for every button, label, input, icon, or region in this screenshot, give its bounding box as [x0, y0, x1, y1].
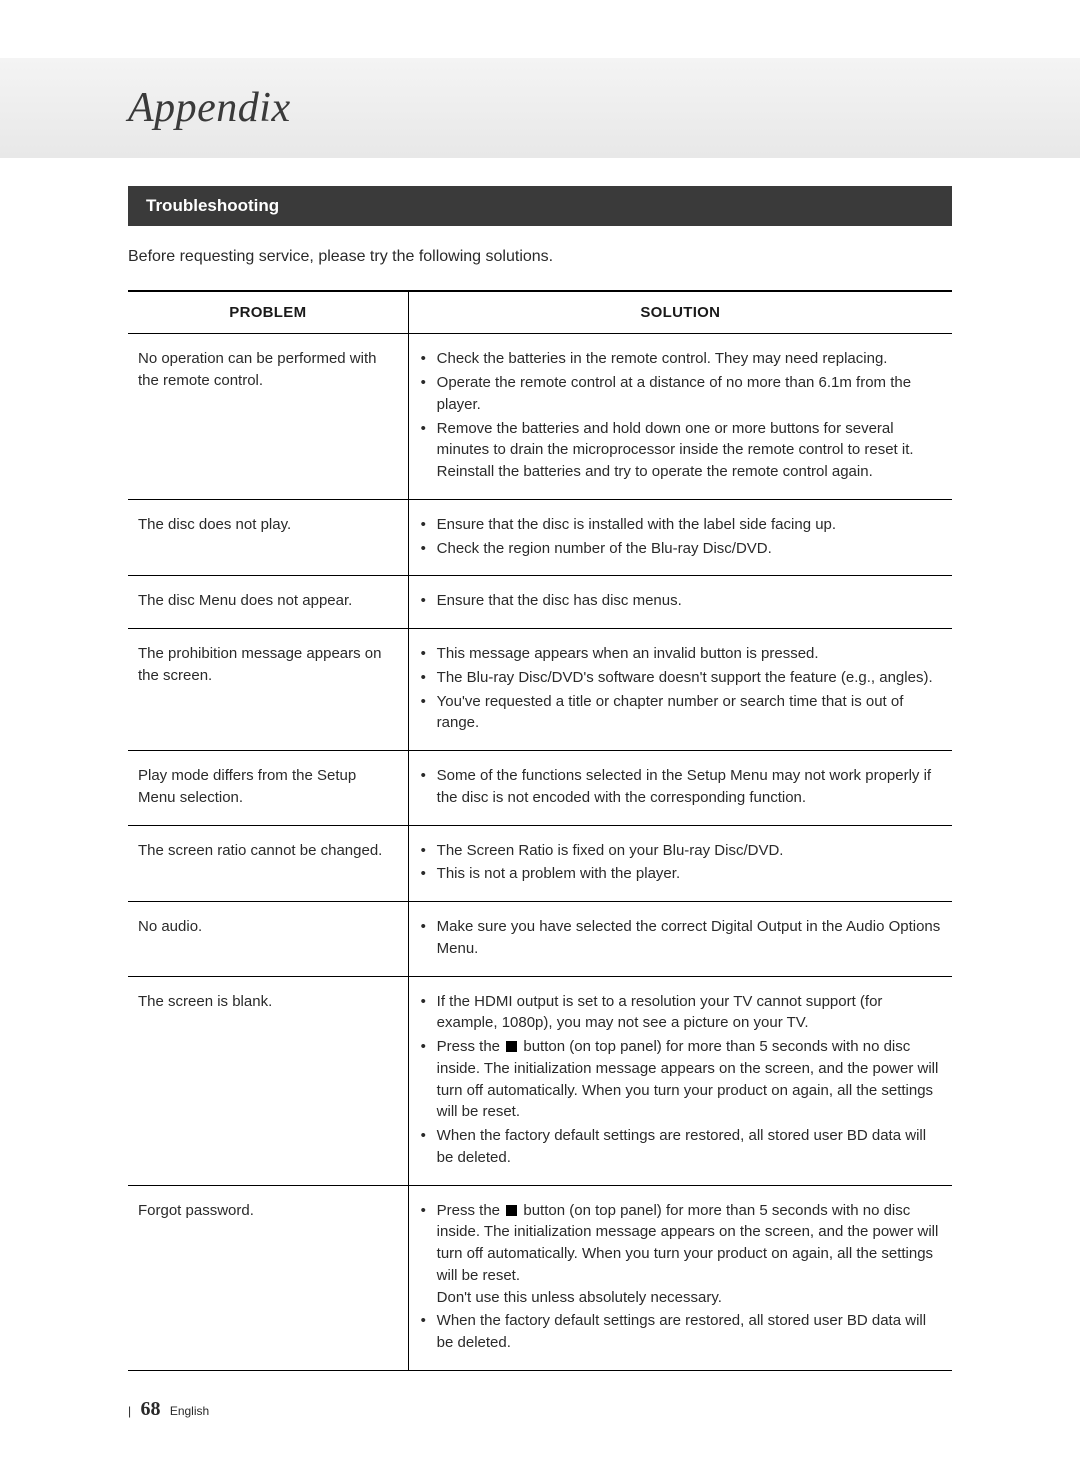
- problem-cell: No operation can be performed with the r…: [128, 334, 408, 500]
- stop-icon: [506, 1041, 517, 1052]
- solution-list: Press the button (on top panel) for more…: [419, 1200, 942, 1354]
- list-item: If the HDMI output is set to a resolutio…: [419, 991, 942, 1035]
- table-row: The screen ratio cannot be changed. The S…: [128, 825, 952, 902]
- list-item: The Screen Ratio is fixed on your Blu-ra…: [419, 840, 942, 862]
- list-item: Ensure that the disc has disc menus.: [419, 590, 942, 612]
- list-item: Operate the remote control at a distance…: [419, 372, 942, 416]
- solution-cell: If the HDMI output is set to a resolutio…: [408, 976, 952, 1185]
- table-row: The prohibition message appears on the s…: [128, 629, 952, 751]
- problem-cell: The screen ratio cannot be changed.: [128, 825, 408, 902]
- table-row: Forgot password.Press the button (on top…: [128, 1185, 952, 1370]
- solution-cell: Ensure that the disc is installed with t…: [408, 499, 952, 576]
- troubleshooting-table: PROBLEM SOLUTION No operation can be per…: [128, 290, 952, 1371]
- solution-list: If the HDMI output is set to a resolutio…: [419, 991, 942, 1169]
- list-item: Make sure you have selected the correct …: [419, 916, 942, 960]
- page-title: Appendix: [128, 84, 291, 132]
- problem-cell: Play mode differs from the Setup Menu se…: [128, 751, 408, 826]
- table-body: No operation can be performed with the r…: [128, 334, 952, 1371]
- footer-divider: |: [128, 1404, 131, 1418]
- table-row: The disc does not play. Ensure that the d…: [128, 499, 952, 576]
- solution-list: The Screen Ratio is fixed on your Blu-ra…: [419, 840, 942, 886]
- list-item: Remove the batteries and hold down one o…: [419, 418, 942, 483]
- table-row: Play mode differs from the Setup Menu se…: [128, 751, 952, 826]
- solution-cell: Check the batteries in the remote contro…: [408, 334, 952, 500]
- list-item: This is not a problem with the player.: [419, 863, 942, 885]
- list-item: Some of the functions selected in the Se…: [419, 765, 942, 809]
- solution-list: This message appears when an invalid but…: [419, 643, 942, 734]
- problem-cell: The disc Menu does not appear.: [128, 576, 408, 629]
- solution-list: Ensure that the disc has disc menus.: [419, 590, 942, 612]
- problem-cell: Forgot password.: [128, 1185, 408, 1370]
- solution-cell: Make sure you have selected the correct …: [408, 902, 952, 977]
- problem-cell: The screen is blank.: [128, 976, 408, 1185]
- solution-cell: This message appears when an invalid but…: [408, 629, 952, 751]
- list-item: Ensure that the disc is installed with t…: [419, 514, 942, 536]
- list-item: Check the batteries in the remote contro…: [419, 348, 942, 370]
- solution-list: Check the batteries in the remote contro…: [419, 348, 942, 483]
- col-header-problem: PROBLEM: [128, 291, 408, 334]
- list-item: The Blu-ray Disc/DVD's software doesn't …: [419, 667, 942, 689]
- page-footer: | 68 English: [128, 1398, 209, 1421]
- list-item: Press the button (on top panel) for more…: [419, 1200, 942, 1309]
- section-title-bar: Troubleshooting: [128, 186, 952, 226]
- solution-list: Ensure that the disc is installed with t…: [419, 514, 942, 560]
- stop-icon: [506, 1205, 517, 1216]
- table-row: The screen is blank.If the HDMI output i…: [128, 976, 952, 1185]
- problem-cell: The prohibition message appears on the s…: [128, 629, 408, 751]
- problem-cell: No audio.: [128, 902, 408, 977]
- solution-cell: Press the button (on top panel) for more…: [408, 1185, 952, 1370]
- page-number: 68: [140, 1398, 160, 1420]
- solution-cell: Ensure that the disc has disc menus.: [408, 576, 952, 629]
- solution-cell: The Screen Ratio is fixed on your Blu-ra…: [408, 825, 952, 902]
- problem-cell: The disc does not play.: [128, 499, 408, 576]
- table-row: No audio.Make sure you have selected the…: [128, 902, 952, 977]
- table-header-row: PROBLEM SOLUTION: [128, 291, 952, 334]
- solution-cell: Some of the functions selected in the Se…: [408, 751, 952, 826]
- page: Appendix Troubleshooting Before requesti…: [0, 0, 1080, 1477]
- table-row: No operation can be performed with the r…: [128, 334, 952, 500]
- solution-list: Some of the functions selected in the Se…: [419, 765, 942, 809]
- solution-list: Make sure you have selected the correct …: [419, 916, 942, 960]
- list-item: When the factory default settings are re…: [419, 1310, 942, 1354]
- list-item: You've requested a title or chapter numb…: [419, 691, 942, 735]
- footer-language: English: [170, 1404, 209, 1418]
- col-header-solution: SOLUTION: [408, 291, 952, 334]
- troubleshooting-table-wrap: PROBLEM SOLUTION No operation can be per…: [128, 290, 952, 1371]
- table-row: The disc Menu does not appear. Ensure tha…: [128, 576, 952, 629]
- list-item: This message appears when an invalid but…: [419, 643, 942, 665]
- header-band: Appendix: [0, 58, 1080, 158]
- list-item: Press the button (on top panel) for more…: [419, 1036, 942, 1123]
- list-item: Check the region number of the Blu-ray D…: [419, 538, 942, 560]
- list-item: When the factory default settings are re…: [419, 1125, 942, 1169]
- intro-text: Before requesting service, please try th…: [128, 246, 952, 268]
